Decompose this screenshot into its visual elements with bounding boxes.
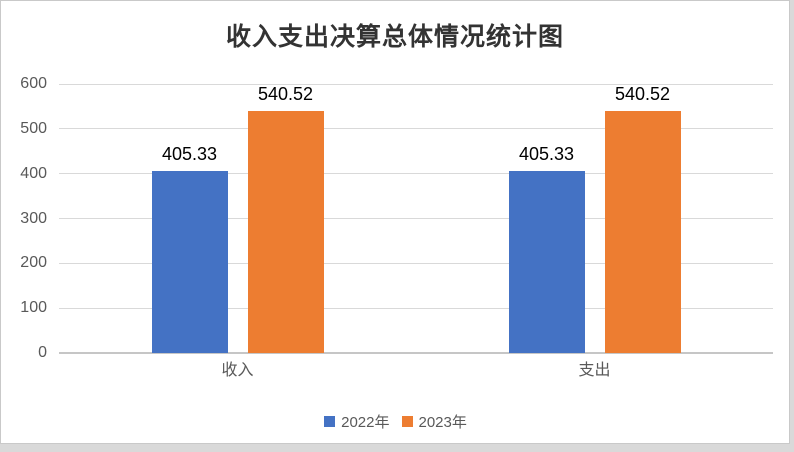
legend: 2022年 2023年 bbox=[1, 411, 790, 432]
chart-area: 收入支出决算总体情况统计图 0 100 200 300 400 500 600 405.33 5… bbox=[0, 0, 790, 444]
legend-label: 2023年 bbox=[418, 414, 467, 431]
bar-收入-2023年 bbox=[247, 110, 324, 353]
legend-item: 2023年 bbox=[401, 411, 467, 432]
x-axis-category-label: 支出 bbox=[578, 362, 611, 379]
bar-收入-2022年 bbox=[151, 171, 228, 353]
gridline bbox=[59, 262, 773, 264]
y-axis-tick-label: 0 bbox=[38, 344, 47, 361]
y-axis-tick-label: 100 bbox=[20, 299, 47, 317]
legend-swatch-icon bbox=[324, 416, 336, 427]
gridline bbox=[59, 307, 773, 309]
bar-支出-2022年 bbox=[508, 171, 585, 353]
gridline bbox=[59, 218, 773, 219]
gridline bbox=[59, 173, 773, 175]
y-axis-tick-label: 200 bbox=[20, 254, 47, 272]
data-label: 540.52 bbox=[614, 83, 671, 104]
y-axis-tick-label: 300 bbox=[20, 209, 47, 227]
plot-area: 0 100 200 300 400 500 600 405.33 540.52 收入 405.33 5… bbox=[1, 1, 789, 443]
data-label: 405.33 bbox=[161, 144, 218, 165]
bar-支出-2023年 bbox=[604, 110, 681, 353]
legend-item: 2022年 bbox=[324, 411, 390, 432]
data-label: 405.33 bbox=[518, 144, 575, 165]
legend-swatch-icon bbox=[401, 416, 413, 427]
x-axis-line bbox=[59, 352, 773, 354]
y-axis-tick-label: 400 bbox=[20, 164, 47, 182]
gridline bbox=[59, 83, 773, 85]
data-label: 540.52 bbox=[257, 83, 314, 104]
chart-title: 收入支出决算总体情况统计图 bbox=[225, 22, 564, 51]
gridline bbox=[59, 128, 773, 130]
y-axis-tick-label: 600 bbox=[20, 75, 47, 92]
x-axis-category-label: 收入 bbox=[221, 362, 254, 379]
y-axis-tick-label: 500 bbox=[20, 119, 47, 137]
legend-label: 2022年 bbox=[341, 414, 390, 431]
